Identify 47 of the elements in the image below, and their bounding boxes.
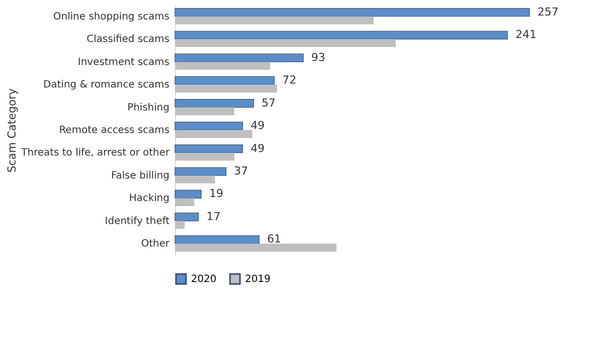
data-label: 17 [206,210,220,223]
bar [174,122,243,130]
y-axis-title: Scam Category [5,88,18,173]
bar [175,244,336,252]
bar [175,130,252,138]
data-label: 49 [250,119,265,132]
bar [175,62,270,70]
data-label: 93 [311,50,326,64]
bar [174,144,243,154]
y-tick-label: Classified scams [86,34,170,46]
bar [175,220,185,229]
y-tick-label: Remote access scams [59,125,170,136]
y-tick-label: Dating & romance scams [43,80,170,91]
data-label: 241 [515,28,536,42]
data-label: 72 [282,74,296,87]
bar [174,99,254,108]
bar [175,16,374,24]
bar [175,198,194,206]
bar [174,54,304,62]
bar [174,235,260,244]
y-tick-label: Investment scams [78,56,170,68]
legend-label: 2019 [245,274,270,285]
data-label: 57 [262,96,276,110]
y-tick-label: False billing [111,170,170,182]
data-label: 49 [250,142,265,155]
bar [174,76,275,85]
y-tick-label: Other [141,238,170,250]
bar [174,8,530,17]
data-label: 37 [234,164,248,178]
bar [175,39,396,48]
bar [175,152,234,161]
legend-label: 2020 [191,274,216,285]
data-label: 19 [209,187,224,200]
bar [175,175,216,184]
bar [174,190,202,198]
data-label: 61 [267,232,282,246]
y-tick-label: Online shopping scams [53,11,170,22]
y-tick-label: Identify theft [104,216,170,227]
y-tick-label: Hacking [129,193,170,204]
bar [175,84,278,92]
bar [174,30,508,40]
bar [174,212,199,222]
data-label: 257 [538,5,559,18]
bar [175,107,234,116]
y-tick-label: Phishing [127,102,170,114]
y-tick-label: Threats to life, arrest or other [20,148,170,159]
bar [174,167,226,176]
